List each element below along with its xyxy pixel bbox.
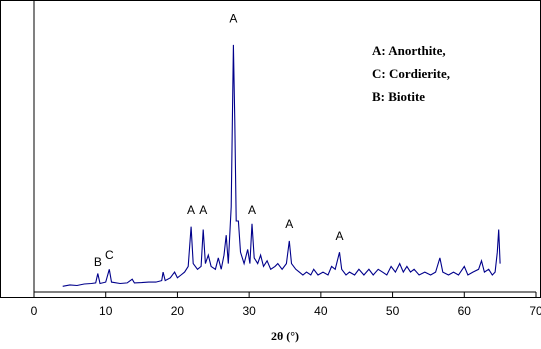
x-tick-label: 50 <box>386 304 400 318</box>
peak-annotation: B <box>94 255 102 269</box>
legend-note: A: Anorthite, <box>372 43 446 58</box>
x-tick-label: 20 <box>171 304 185 318</box>
chart-frame <box>0 0 541 298</box>
x-tick-label: 60 <box>458 304 472 318</box>
legend-note: C: Cordierite, <box>372 66 450 81</box>
peak-annotation: A <box>187 203 195 217</box>
peak-annotation: A <box>285 217 293 231</box>
x-tick-label: 70 <box>529 304 541 318</box>
x-tick-label: 40 <box>314 304 328 318</box>
peak-annotation: C <box>105 248 114 262</box>
xrd-line <box>62 44 501 287</box>
x-tick-label: 30 <box>242 304 256 318</box>
legend-note: B: Biotite <box>372 89 425 104</box>
x-axis-label: 2θ (°) <box>271 329 299 343</box>
peak-annotation: A <box>248 203 256 217</box>
peak-annotation: A <box>335 229 343 243</box>
x-tick-label: 10 <box>99 304 113 318</box>
peak-annotation: A <box>199 203 207 217</box>
x-tick-label: 0 <box>31 304 38 318</box>
peak-annotation: A <box>229 12 237 26</box>
